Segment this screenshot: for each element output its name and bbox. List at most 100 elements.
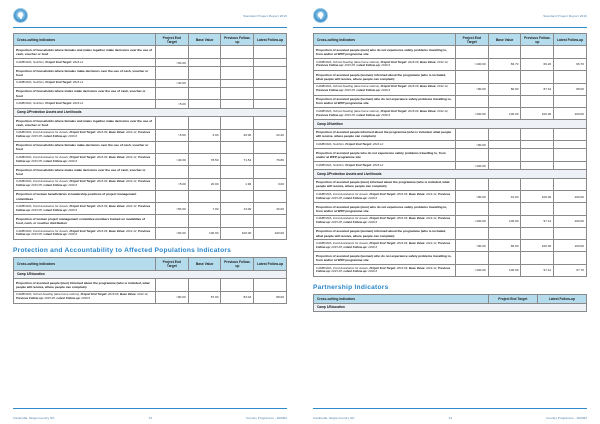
value-target: >80.00 — [154, 290, 189, 304]
value-latest: 100.00 — [553, 239, 587, 253]
indicator-value — [187, 214, 222, 228]
value-target: >50.00 — [154, 202, 189, 216]
indicator-value — [154, 45, 189, 59]
value-latest: 0.00 — [253, 177, 287, 191]
indicator-label: Proportion of assisted people (women) wh… — [313, 251, 456, 265]
indicator-value — [220, 214, 255, 228]
value-target: >100.00 — [454, 214, 489, 228]
indicator-value — [454, 94, 489, 109]
column-header-indicator: Cross-cutting Indicators — [313, 33, 456, 47]
indicator-source: CAMBODIA, Nutrition, Project End Target:… — [313, 140, 456, 150]
value-previous: 97.14 — [520, 214, 555, 228]
footer-right-text: Country Programme - 200493 — [246, 415, 287, 420]
indicator-value — [454, 127, 489, 142]
value-base — [187, 57, 222, 68]
indicator-source: CAMBODIA, School Feeding (take-home rati… — [313, 82, 456, 96]
indicator-value — [520, 148, 555, 162]
indicator-value — [154, 165, 189, 179]
page-header: Standard Project Report 2016 — [313, 4, 587, 28]
value-latest: 97.70 — [553, 263, 587, 277]
indicator-value — [487, 177, 522, 192]
indicator-value — [487, 127, 522, 142]
column-header-target: Project End Target — [454, 33, 489, 47]
page-header: Standard Project Report 2016 — [13, 4, 287, 28]
indicator-label: Proportion of women project management c… — [13, 214, 156, 228]
indicator-value — [487, 226, 522, 241]
indicator-value — [154, 116, 189, 130]
column-header-base: Base Value — [487, 33, 522, 47]
value-previous: 83.04 — [220, 290, 255, 304]
table-row: Proportion of households where females a… — [13, 116, 287, 130]
page-content-right: Cross-cutting Indicators Project End Tar… — [313, 33, 587, 408]
table-row: CAMBODIA, Food Assistance for Assets, Pr… — [13, 153, 287, 167]
indicator-value — [220, 86, 255, 101]
indicator-value — [520, 177, 555, 192]
column-header-indicator: Cross-cutting Indicators — [313, 294, 489, 304]
indicator-value — [154, 86, 189, 101]
indicator-value — [553, 177, 587, 192]
indicator-value — [553, 251, 587, 265]
value-base: 91.00 — [487, 190, 522, 204]
value-latest — [553, 160, 587, 171]
indicator-value — [220, 45, 255, 59]
column-header-latest: Latest Follow-up — [253, 33, 287, 47]
indicator-source: CAMBODIA, Food Assistance for Assets, Pr… — [313, 214, 456, 228]
indicator-label: Proportion of households where males mak… — [13, 165, 156, 179]
column-header-latest: Latest Follow-up — [536, 294, 587, 304]
value-base: 100.00 — [487, 107, 522, 121]
indicator-label: Proportion of assisted people (women) wh… — [313, 94, 456, 109]
value-base: 80.90 — [487, 82, 522, 96]
indicator-label: Proportion of households where females a… — [13, 45, 156, 59]
indicator-value — [253, 116, 287, 130]
table-row: CAMBODIA, Food Assistance for Assets, Pr… — [13, 177, 287, 191]
value-previous — [220, 78, 255, 88]
table-row: CAMBODIA, Nutrition, Project End Target:… — [313, 140, 587, 150]
indicator-value — [187, 116, 222, 130]
value-previous: 1.96 — [220, 177, 255, 191]
table-row: CAMBODIA, Food Assistance for Assets, Pr… — [13, 226, 287, 240]
indicator-value — [154, 189, 189, 204]
table-header-row: Cross-cutting Indicators Project End Tar… — [13, 33, 287, 47]
table-row: Proportion of assisted people (women) in… — [313, 69, 587, 84]
indicator-label: Proportion of households where females a… — [13, 116, 156, 130]
page-footer: Cambodia, Single Country SO 14 Country P… — [313, 408, 587, 424]
value-target: >5.00 — [154, 128, 189, 142]
table-header-row: Cross-cutting Indicators Project End Tar… — [313, 294, 587, 304]
indicator-value — [454, 177, 489, 192]
indicator-value — [220, 165, 255, 179]
table-row: CAMBODIA, Nutrition, Project End Target:… — [13, 78, 287, 88]
value-previous: 87.91 — [520, 82, 555, 96]
value-base: 3.00 — [187, 128, 222, 142]
indicator-source: CAMBODIA, Nutrition, Project End Target:… — [313, 160, 456, 171]
table-body-right: Proportion of assisted people (men) who … — [313, 45, 587, 277]
indicator-label: Proportion of assisted people (women) in… — [313, 69, 456, 84]
value-target: >80.00 — [454, 82, 489, 96]
indicator-source: CAMBODIA, School Feeding (take-home rati… — [313, 107, 456, 121]
wfp-logo-icon — [13, 8, 28, 23]
indicator-value — [487, 94, 522, 109]
value-base — [487, 160, 522, 171]
value-base: 100.00 — [487, 263, 522, 277]
value-previous — [520, 140, 555, 150]
indicator-value — [520, 45, 555, 59]
indicator-value — [154, 214, 189, 228]
value-previous: 100.00 — [520, 107, 555, 121]
indicator-value — [187, 45, 222, 59]
indicator-value — [253, 278, 287, 292]
value-base: 20.00 — [187, 177, 222, 191]
table-row: Proportion of households where females m… — [13, 140, 287, 155]
indicator-label: Proportion of assisted people (men) info… — [13, 278, 156, 292]
indicator-value — [553, 69, 587, 84]
value-latest: 100.00 — [253, 226, 287, 240]
value-target: >80.00 — [454, 239, 489, 253]
indicator-source: CAMBODIA, School Feeding (take-home rati… — [13, 290, 156, 304]
table-row: CAMBODIA, School Feeding (take-home rati… — [13, 290, 287, 304]
indicator-label: Proportion of assisted people (men) who … — [313, 202, 456, 216]
value-previous: 100.00 — [520, 190, 555, 204]
table-row: CAMBODIA, Nutrition, Project End Target:… — [313, 160, 587, 171]
band-label: Camp 2/Nutrition — [313, 119, 587, 129]
value-base: 100.00 — [187, 226, 222, 240]
partnership-indicators-table: Cross-cutting Indicators Project End Tar… — [313, 294, 587, 313]
indicator-value — [553, 226, 587, 241]
table-header-row: Cross-cutting Indicators Project End Tar… — [13, 257, 287, 271]
